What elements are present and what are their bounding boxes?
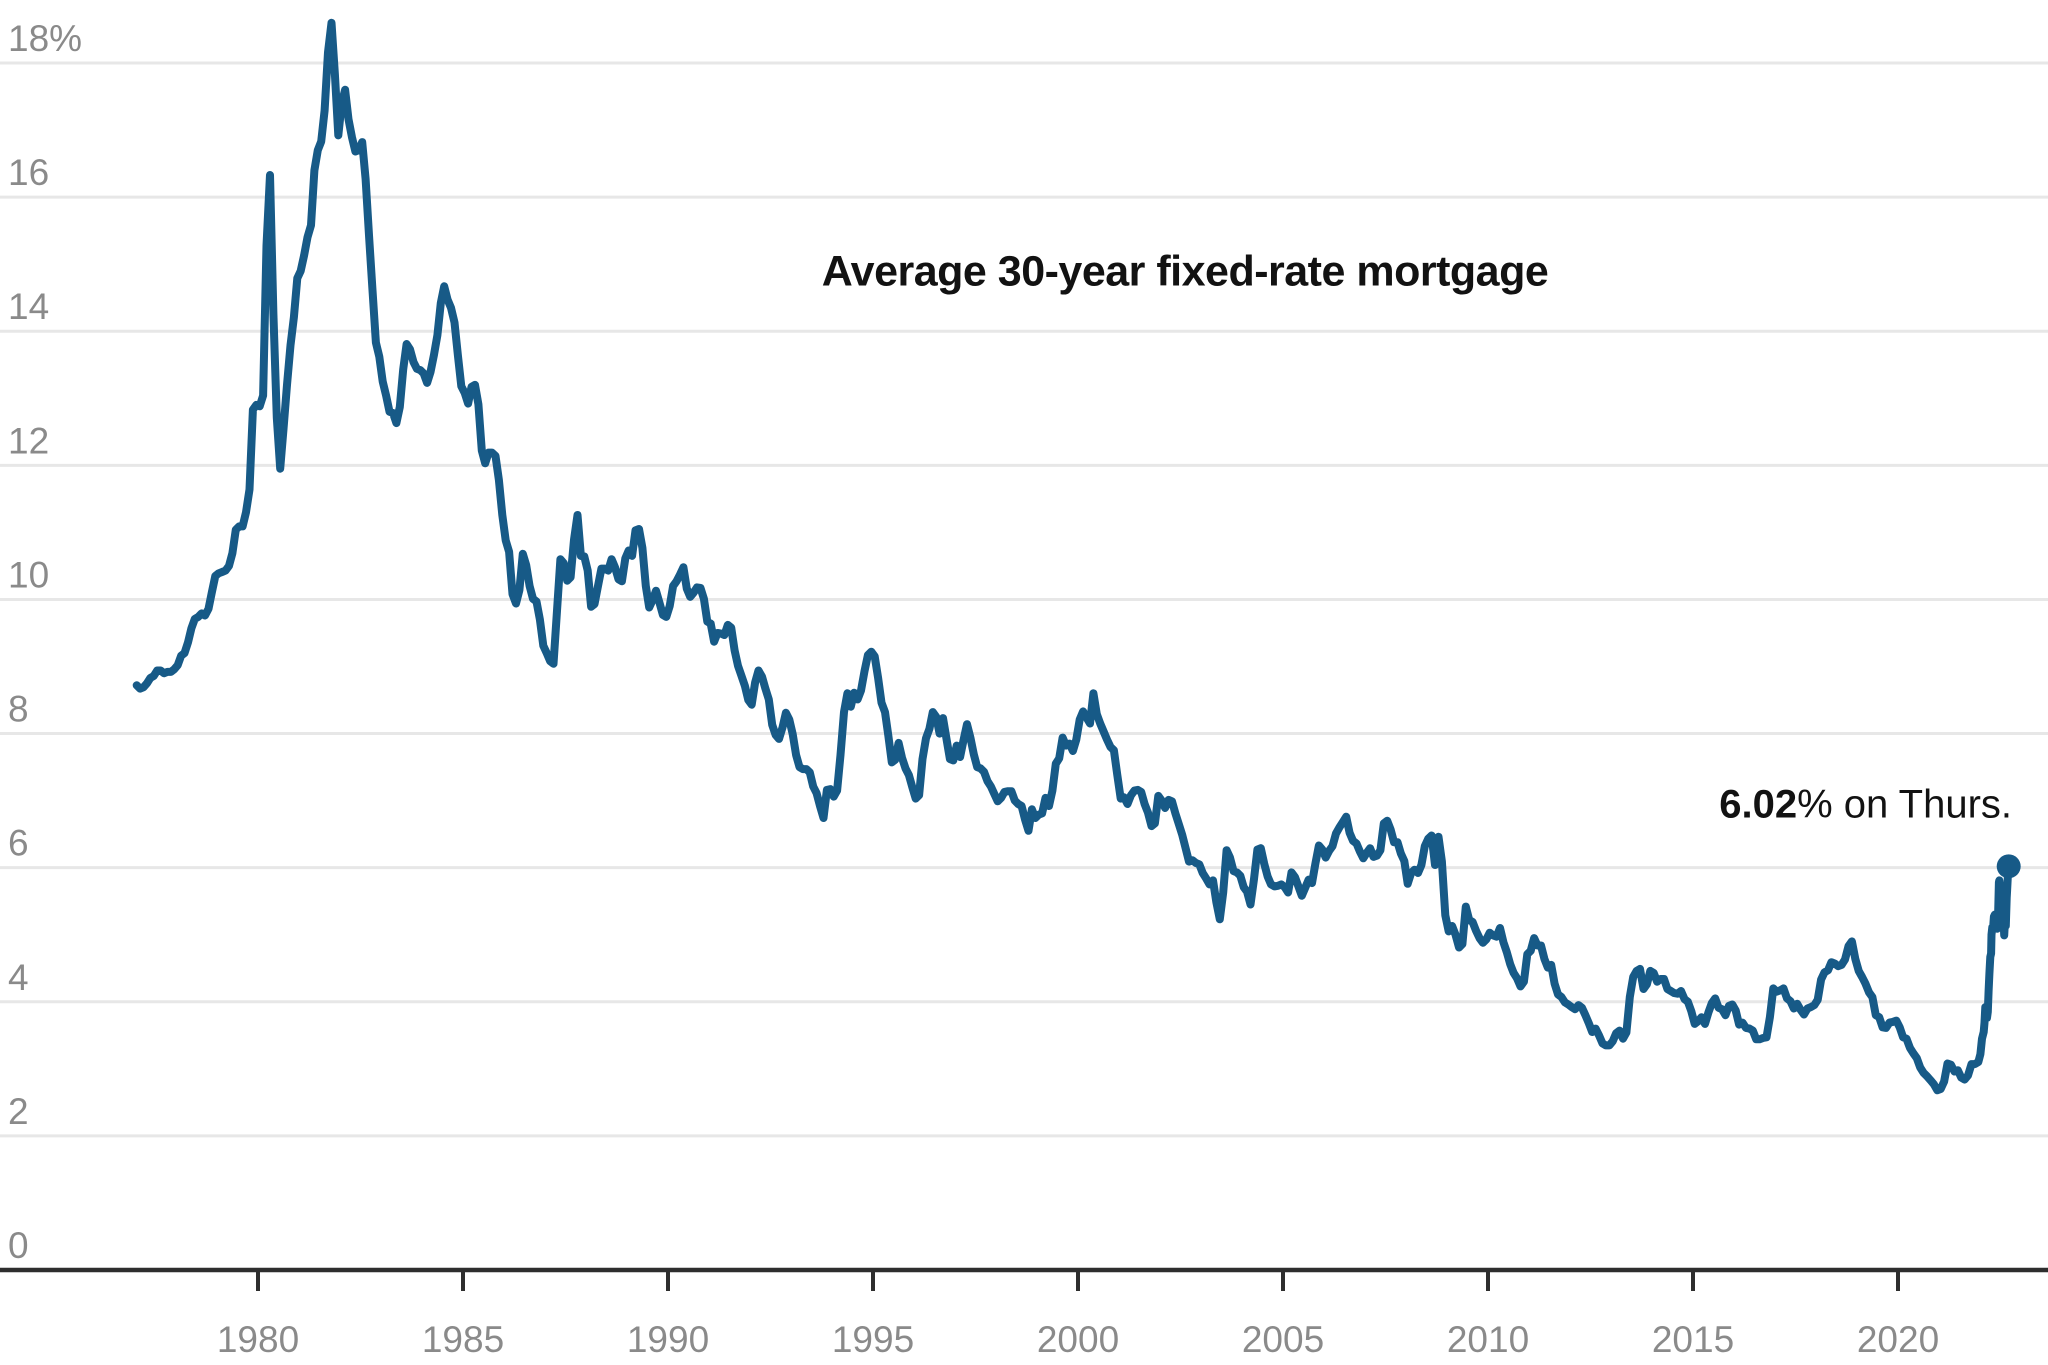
latest-rate-value: 6.02 <box>1719 782 1798 827</box>
x-axis-label-2005: 2005 <box>1242 1319 1324 1360</box>
y-axis-label-16: 16 <box>8 152 49 193</box>
x-axis-label-1995: 1995 <box>832 1319 914 1360</box>
x-axis-label-1990: 1990 <box>627 1319 709 1360</box>
latest-rate-dot <box>1996 854 2021 879</box>
chart-title: Average 30-year fixed-rate mortgage <box>821 247 1549 296</box>
latest-rate-annotation: 6.02% on Thurs. <box>1719 783 2012 828</box>
y-axis-label-10: 10 <box>8 554 49 595</box>
y-axis-label-2: 2 <box>8 1091 29 1132</box>
x-axis-label-2010: 2010 <box>1447 1319 1529 1360</box>
y-axis-label-8: 8 <box>8 689 29 730</box>
latest-rate-suffix: % on Thurs. <box>1797 782 2012 827</box>
y-axis-label-6: 6 <box>8 823 29 864</box>
x-axis-label-2000: 2000 <box>1037 1319 1119 1360</box>
x-axis-label-2020: 2020 <box>1857 1319 1939 1360</box>
x-axis-label-2015: 2015 <box>1652 1319 1734 1360</box>
y-axis-label-4: 4 <box>8 957 29 998</box>
y-axis-label-12: 12 <box>8 420 49 461</box>
y-axis-label-0: 0 <box>8 1225 29 1266</box>
rate-line <box>132 18 2013 1095</box>
y-axis-label-14: 14 <box>8 286 49 327</box>
x-axis-label-1980: 1980 <box>217 1319 299 1360</box>
y-axis-label-18: 18% <box>8 18 82 59</box>
x-axis-label-1985: 1985 <box>422 1319 504 1360</box>
